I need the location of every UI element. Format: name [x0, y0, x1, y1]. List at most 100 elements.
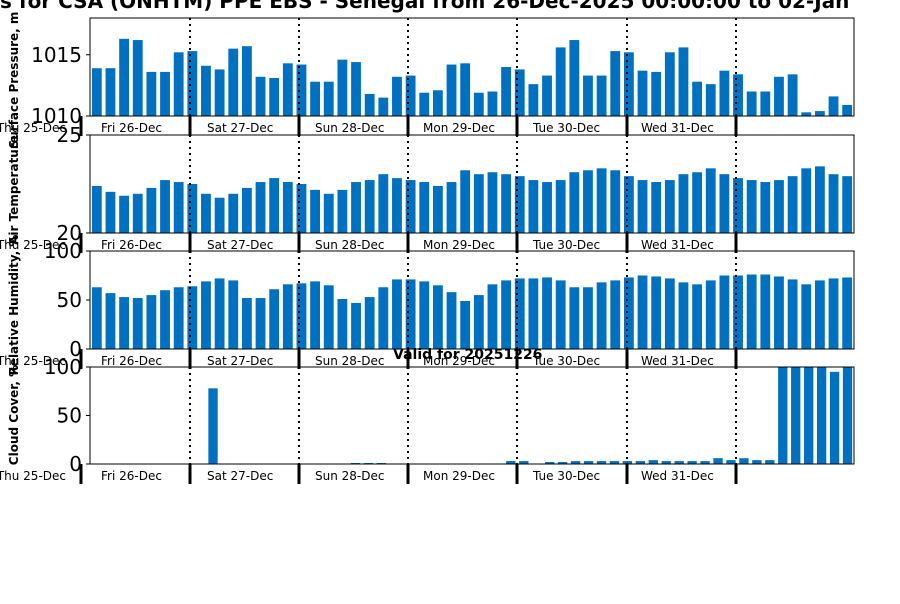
bar-p1-17: [310, 81, 321, 116]
bar-p3-42: [651, 276, 662, 349]
bar-p3-6: [160, 290, 170, 349]
bar-p4-54: [778, 367, 788, 464]
bar-p1-28: [460, 63, 471, 116]
bar-p3-54: [814, 280, 825, 349]
bar-p1-51: [774, 76, 784, 116]
bar-p2-6: [160, 180, 170, 233]
bar-p1-41: [637, 70, 648, 116]
bar-p1-37: [583, 75, 593, 116]
bar-p2-46: [705, 168, 716, 233]
xtick-label-p3-1: Fri 26-Dec: [101, 354, 162, 368]
bar-p4-46: [674, 461, 684, 464]
bar-p3-55: [828, 278, 839, 349]
bar-p1-33: [528, 84, 539, 116]
bar-p3-7: [173, 287, 184, 349]
bar-p1-12: [241, 46, 252, 116]
bar-p1-1: [91, 68, 102, 116]
bar-p1-48: [733, 74, 743, 116]
bar-p1-24: [405, 75, 416, 116]
bar-p1-22: [378, 97, 389, 117]
bar-p3-56: [842, 277, 853, 349]
bar-p1-49: [746, 91, 757, 116]
bar-p1-42: [651, 71, 662, 116]
bar-p3-5: [146, 295, 157, 349]
bar-p4-58: [829, 371, 840, 464]
bar-p1-11: [228, 48, 239, 117]
xtick-label-p1-thu: Thu 25-Dec: [0, 121, 66, 135]
bar-p4-44: [648, 460, 658, 464]
bar-p2-15: [282, 182, 293, 233]
bar-p3-21: [364, 297, 375, 349]
bar-p4-50: [726, 460, 736, 464]
bar-p2-41: [637, 180, 648, 233]
bar-p2-30: [487, 172, 498, 233]
bar-p3-4: [132, 298, 143, 349]
bar-p3-28: [460, 300, 471, 349]
bar-p3-23: [392, 279, 402, 349]
bar-p1-5: [146, 71, 157, 116]
ytick-label-p3-3: 0: [69, 337, 82, 361]
bar-p2-22: [378, 174, 389, 233]
bar-p2-37: [583, 170, 593, 233]
bar-p2-10: [214, 197, 225, 233]
bar-p2-23: [392, 178, 402, 233]
bar-p3-16: [296, 283, 307, 349]
bar-p1-19: [337, 59, 348, 116]
bar-p3-13: [255, 298, 266, 349]
bar-p4-45: [661, 461, 671, 464]
bar-p2-53: [801, 168, 812, 233]
bar-p2-28: [460, 170, 471, 233]
bar-p2-44: [678, 174, 689, 233]
ytick-label-p4-1: 100: [44, 355, 82, 379]
bar-p2-51: [774, 180, 784, 233]
bar-p3-1: [91, 287, 102, 349]
bar-p4-51: [739, 458, 749, 464]
bar-p2-20: [351, 182, 361, 233]
bar-p4-10: [208, 388, 218, 464]
bar-p2-49: [746, 180, 757, 233]
bar-p1-38: [596, 75, 607, 116]
bar-p3-8: [187, 286, 198, 349]
bar-p3-49: [746, 274, 757, 349]
bar-p4-40: [596, 461, 607, 464]
bar-p2-47: [719, 174, 730, 233]
bar-p2-45: [692, 172, 703, 233]
bar-p2-27: [446, 182, 457, 233]
bar-p3-19: [337, 299, 348, 349]
xtick-label-p2-1: Fri 26-Dec: [101, 238, 162, 252]
bar-p1-10: [214, 69, 225, 116]
bar-p4-52: [752, 460, 762, 464]
xtick-label-p4-2: Sat 27-Dec: [207, 469, 273, 483]
bar-p2-2: [105, 191, 116, 233]
bar-p4-34: [519, 461, 529, 464]
bar-p4-53: [765, 460, 775, 464]
chart-title: s for CSA (ONHTM) PPE EBS - Senegal from…: [0, 0, 849, 13]
bar-p3-53: [801, 284, 812, 349]
bar-p1-50: [760, 91, 771, 116]
xtick-label-p4-3: Sun 28-Dec: [315, 469, 384, 483]
bar-p2-9: [201, 193, 211, 233]
bar-p3-45: [692, 284, 703, 349]
ytick-label-p1-1: 1015: [31, 43, 82, 67]
bar-p3-22: [378, 287, 389, 349]
bar-p2-18: [323, 193, 334, 233]
bar-p1-7: [173, 52, 184, 116]
bar-p2-42: [651, 182, 662, 233]
bar-p3-38: [596, 282, 607, 349]
bar-p1-14: [269, 78, 280, 116]
xtick-label-p2-2: Sat 27-Dec: [207, 238, 273, 252]
bar-p4-42: [622, 461, 633, 464]
bar-p4-36: [545, 462, 555, 464]
bar-p2-19: [337, 189, 348, 233]
bar-p4-56: [804, 367, 814, 464]
xtick-label-p3-thu: Thu 25-Dec: [0, 354, 66, 368]
bar-p3-50: [760, 274, 771, 349]
bar-p4-41: [609, 461, 620, 464]
bar-p3-44: [678, 282, 689, 349]
bar-p2-54: [814, 166, 825, 233]
bar-p3-40: [623, 277, 634, 349]
bar-p1-54: [814, 111, 825, 116]
bar-p3-35: [555, 280, 566, 349]
bar-p2-55: [828, 174, 839, 233]
